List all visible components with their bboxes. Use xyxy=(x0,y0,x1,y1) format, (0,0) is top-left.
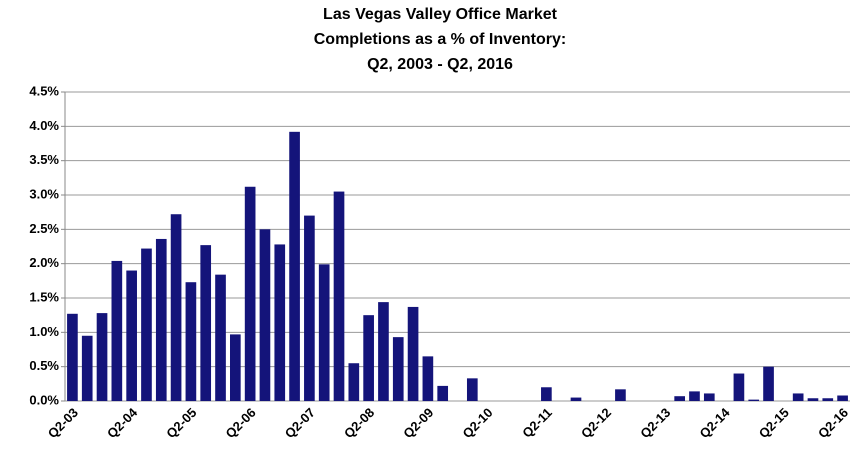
bar xyxy=(541,387,552,401)
bar xyxy=(81,335,93,401)
x-tick-label: Q2-07 xyxy=(282,405,318,441)
bar xyxy=(466,378,478,401)
x-tick-label: Q2-11 xyxy=(519,405,555,441)
bar xyxy=(748,399,760,401)
bar xyxy=(274,244,286,401)
bar xyxy=(437,385,449,401)
bar xyxy=(170,214,182,401)
bar xyxy=(807,398,819,401)
bar xyxy=(407,306,419,401)
y-tick-label: 3.0% xyxy=(29,186,59,201)
bar xyxy=(392,337,404,401)
bar xyxy=(304,215,315,401)
x-tick-label: Q2-12 xyxy=(578,405,614,441)
bar xyxy=(837,395,848,401)
bar xyxy=(615,389,626,401)
x-tick-label: Q2-03 xyxy=(45,405,81,441)
x-tick-label: Q2-04 xyxy=(104,404,141,441)
bar xyxy=(733,373,745,401)
chart-title: Las Vegas Valley Office Market xyxy=(323,6,558,23)
x-tick-label: Q2-16 xyxy=(815,405,851,441)
chart-title: Q2, 2003 - Q2, 2016 xyxy=(367,56,513,73)
bar xyxy=(792,393,804,401)
y-tick-label: 0.5% xyxy=(29,358,59,373)
bar xyxy=(378,302,389,401)
bar xyxy=(689,391,700,401)
bar xyxy=(215,274,226,401)
bar xyxy=(126,270,137,401)
bar xyxy=(674,396,686,401)
bar xyxy=(363,315,374,401)
bar xyxy=(229,334,241,401)
bar xyxy=(570,397,582,401)
bar xyxy=(259,229,271,401)
bar xyxy=(289,131,300,401)
x-tick-label: Q2-06 xyxy=(223,405,259,441)
bar xyxy=(348,363,360,401)
y-tick-label: 4.0% xyxy=(29,118,59,133)
bar xyxy=(822,398,834,401)
y-tick-label: 1.0% xyxy=(29,324,59,339)
y-tick-label: 2.0% xyxy=(29,255,59,270)
x-tick-label: Q2-09 xyxy=(400,405,436,441)
bar xyxy=(185,282,197,401)
y-tick-label: 1.5% xyxy=(29,289,59,304)
x-tick-label: Q2-14 xyxy=(696,404,733,441)
x-tick-label: Q2-05 xyxy=(163,405,199,441)
bar xyxy=(703,393,715,401)
x-tick-label: Q2-13 xyxy=(637,405,673,441)
bar xyxy=(333,191,345,401)
x-tick-label: Q2-15 xyxy=(756,405,792,441)
bar xyxy=(155,238,167,401)
bar xyxy=(111,260,123,401)
bar xyxy=(318,264,330,401)
x-tick-label: Q2-08 xyxy=(341,405,377,441)
y-tick-label: 3.5% xyxy=(29,152,59,167)
y-tick-label: 0.0% xyxy=(29,392,59,407)
bar xyxy=(96,313,108,401)
chart-title: Completions as a % of Inventory: xyxy=(314,31,566,48)
bar xyxy=(763,366,774,401)
bar xyxy=(244,186,256,401)
bar xyxy=(141,248,152,401)
y-tick-label: 4.5% xyxy=(29,83,59,98)
bar xyxy=(422,356,434,401)
bar xyxy=(67,313,78,401)
x-tick-label: Q2-10 xyxy=(460,405,496,441)
bar xyxy=(200,245,212,401)
y-tick-label: 2.5% xyxy=(29,221,59,236)
